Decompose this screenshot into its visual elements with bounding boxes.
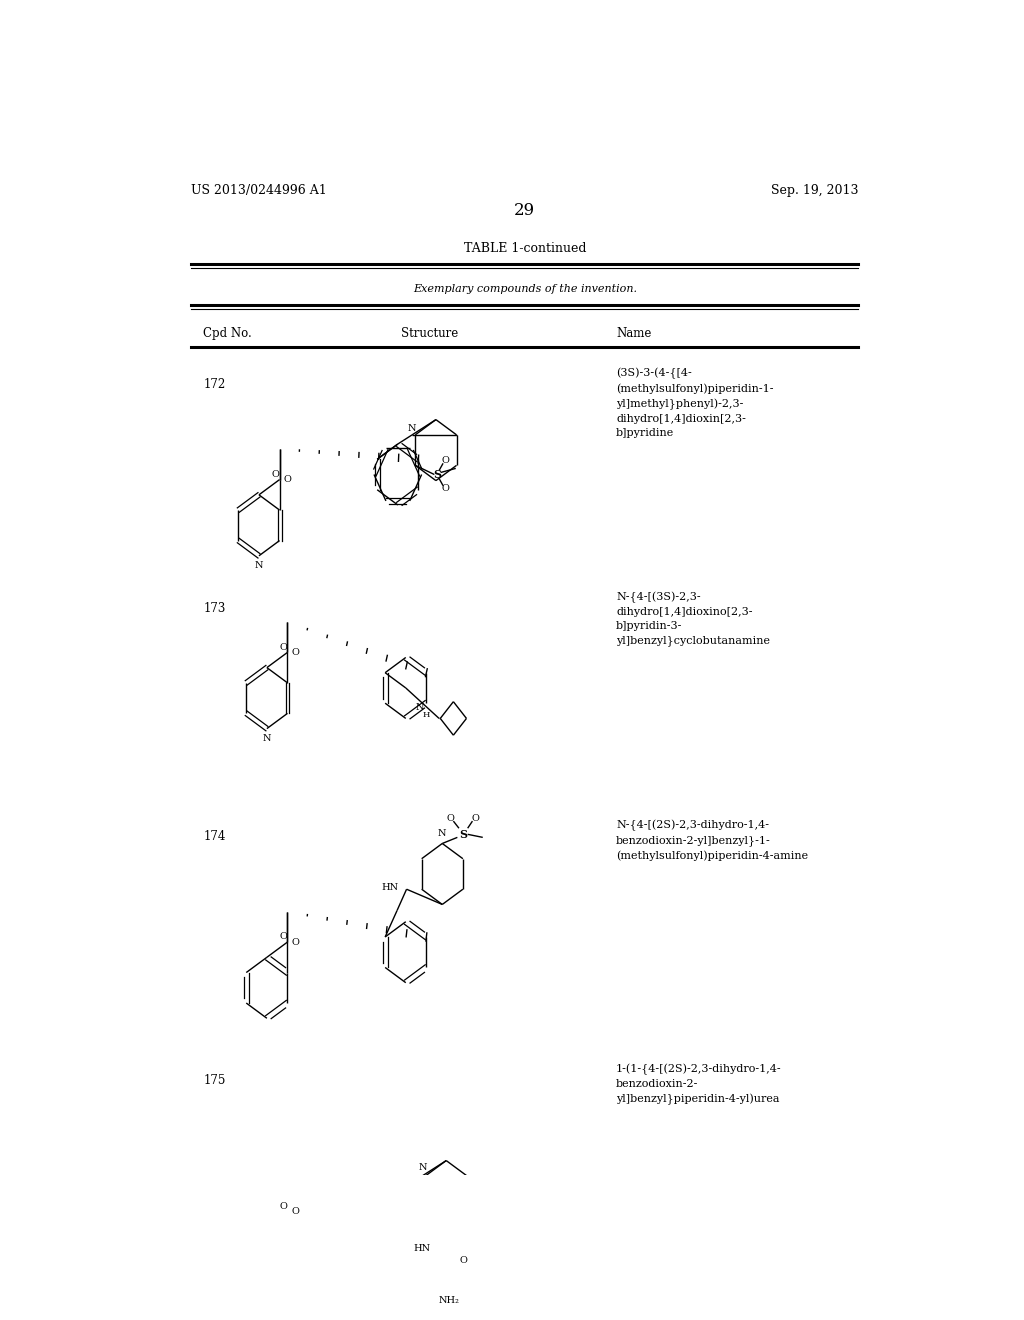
Text: O: O bbox=[292, 937, 299, 946]
Text: Name: Name bbox=[616, 327, 651, 341]
Text: O: O bbox=[446, 813, 455, 822]
Text: 172: 172 bbox=[204, 378, 225, 391]
Text: NH₂: NH₂ bbox=[439, 1296, 460, 1305]
Text: O: O bbox=[280, 1201, 288, 1210]
Text: O: O bbox=[472, 813, 479, 822]
Text: H: H bbox=[423, 711, 430, 719]
Text: (3S)-3-(4-{[4-
(methylsulfonyl)piperidin-1-
yl]methyl}phenyl)-2,3-
dihydro[1,4]d: (3S)-3-(4-{[4- (methylsulfonyl)piperidin… bbox=[616, 368, 773, 438]
Text: O: O bbox=[280, 932, 288, 941]
Text: N: N bbox=[255, 561, 263, 570]
Text: O: O bbox=[441, 484, 450, 494]
Text: O: O bbox=[292, 1206, 299, 1216]
Text: S: S bbox=[433, 469, 441, 480]
Text: Sep. 19, 2013: Sep. 19, 2013 bbox=[771, 183, 858, 197]
Text: N: N bbox=[408, 424, 417, 433]
Text: N-{4-[(2S)-2,3-dihydro-1,4-
benzodioxin-2-yl]benzyl}-1-
(methylsulfonyl)piperidi: N-{4-[(2S)-2,3-dihydro-1,4- benzodioxin-… bbox=[616, 820, 808, 861]
Text: N: N bbox=[416, 702, 424, 711]
Text: TABLE 1-continued: TABLE 1-continued bbox=[464, 242, 586, 255]
Text: O: O bbox=[284, 475, 292, 484]
Text: N: N bbox=[418, 1163, 427, 1172]
Text: O: O bbox=[292, 648, 299, 657]
Text: O: O bbox=[271, 470, 280, 479]
Text: O: O bbox=[441, 455, 450, 465]
Text: Structure: Structure bbox=[401, 327, 458, 341]
Text: Cpd No.: Cpd No. bbox=[204, 327, 252, 341]
Text: Exemplary compounds of the invention.: Exemplary compounds of the invention. bbox=[413, 284, 637, 294]
Text: O: O bbox=[280, 643, 288, 652]
Text: N: N bbox=[438, 829, 446, 838]
Text: HN: HN bbox=[382, 883, 398, 892]
Text: US 2013/0244996 A1: US 2013/0244996 A1 bbox=[191, 183, 328, 197]
Text: N: N bbox=[262, 734, 271, 743]
Text: 175: 175 bbox=[204, 1074, 225, 1088]
Text: O: O bbox=[460, 1255, 468, 1265]
Text: 29: 29 bbox=[514, 202, 536, 219]
Text: 1-(1-{4-[(2S)-2,3-dihydro-1,4-
benzodioxin-2-
yl]benzyl}piperidin-4-yl)urea: 1-(1-{4-[(2S)-2,3-dihydro-1,4- benzodiox… bbox=[616, 1064, 781, 1105]
Text: N-{4-[(3S)-2,3-
dihydro[1,4]dioxino[2,3-
b]pyridin-3-
yl]benzyl}cyclobutanamine: N-{4-[(3S)-2,3- dihydro[1,4]dioxino[2,3-… bbox=[616, 591, 770, 645]
Text: HN: HN bbox=[414, 1245, 430, 1254]
Text: 174: 174 bbox=[204, 830, 225, 843]
Text: 173: 173 bbox=[204, 602, 225, 615]
Text: S: S bbox=[460, 829, 468, 840]
